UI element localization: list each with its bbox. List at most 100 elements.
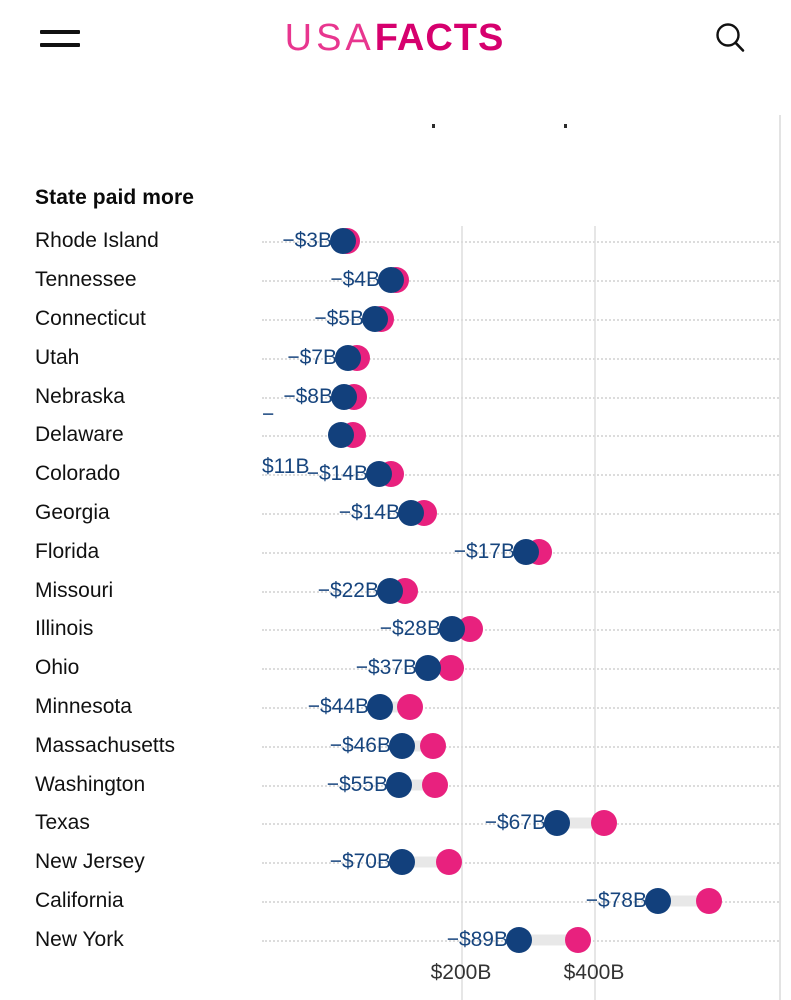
chart-container: State paid more Rhode Island −$3B Tennesse… bbox=[0, 76, 791, 1000]
row-dotted-guide bbox=[262, 900, 779, 903]
chart-row[interactable]: Texas −$67B bbox=[0, 804, 791, 843]
row-dotted-guide bbox=[262, 241, 779, 244]
value-label: −$17B bbox=[453, 539, 515, 563]
value-label: −$28B bbox=[379, 617, 441, 641]
connector-bar bbox=[402, 740, 433, 752]
row-plot: − $11B bbox=[0, 403, 791, 478]
spending-dot[interactable] bbox=[436, 849, 462, 876]
state-label: New Jersey bbox=[35, 850, 145, 874]
taxes-dot[interactable] bbox=[386, 771, 412, 798]
hamburger-bar bbox=[40, 42, 80, 47]
chart-row[interactable]: Georgia −$14B bbox=[0, 494, 791, 533]
spending-dot[interactable] bbox=[420, 732, 446, 759]
taxes-dot[interactable] bbox=[544, 810, 570, 837]
site-header: USAFACTS bbox=[0, 0, 791, 76]
value-label: −$89B bbox=[446, 927, 508, 951]
spending-dot[interactable] bbox=[565, 926, 591, 953]
chart-row[interactable]: Nebraska −$8B bbox=[0, 377, 791, 416]
section-title: State paid more bbox=[35, 186, 195, 209]
taxes-dot[interactable] bbox=[335, 344, 361, 371]
chart-row[interactable]: Florida −$17B bbox=[0, 532, 791, 571]
chart-row[interactable]: Delaware − $11B bbox=[0, 403, 791, 478]
logo-text-usa: USA bbox=[284, 16, 375, 59]
spending-dot[interactable] bbox=[438, 655, 464, 682]
chart-right-border bbox=[779, 115, 781, 1000]
state-label: Texas bbox=[35, 811, 90, 835]
state-label: Massachusetts bbox=[35, 733, 176, 757]
taxes-dot[interactable] bbox=[506, 926, 532, 953]
spending-dot[interactable] bbox=[422, 771, 448, 798]
state-label: Ohio bbox=[35, 656, 80, 680]
chart-row[interactable]: California −$78B bbox=[0, 882, 791, 921]
taxes-dot[interactable] bbox=[367, 693, 393, 720]
value-label: −$70B bbox=[329, 850, 391, 874]
connector-bar bbox=[402, 856, 449, 868]
chart-row[interactable]: Minnesota −$44B bbox=[0, 688, 791, 727]
taxes-dot[interactable] bbox=[389, 849, 415, 876]
spending-dot[interactable] bbox=[696, 887, 722, 914]
row-dotted-guide bbox=[262, 435, 779, 438]
value-label: − $11B bbox=[262, 402, 310, 478]
row-plot: −$44B bbox=[0, 688, 791, 727]
taxes-dot[interactable] bbox=[645, 887, 671, 914]
taxes-dot[interactable] bbox=[377, 577, 403, 604]
value-label: −$44B bbox=[307, 694, 369, 718]
row-dotted-guide bbox=[262, 280, 779, 283]
taxes-dot[interactable] bbox=[513, 538, 539, 565]
chart-row[interactable]: Ohio −$37B bbox=[0, 649, 791, 688]
chart-row[interactable]: Utah −$7B bbox=[0, 338, 791, 377]
chart-row[interactable]: Tennessee −$4B bbox=[0, 261, 791, 300]
row-plot: −$55B bbox=[0, 765, 791, 804]
taxes-dot[interactable] bbox=[389, 732, 415, 759]
chart-row[interactable]: Connecticut −$5B bbox=[0, 300, 791, 339]
state-label: Rhode Island bbox=[35, 229, 159, 253]
row-plot: −$37B bbox=[0, 649, 791, 688]
connector-bar bbox=[557, 817, 604, 829]
search-icon[interactable] bbox=[709, 17, 751, 59]
row-plot: −$78B bbox=[0, 882, 791, 921]
connector-bar bbox=[399, 779, 435, 791]
chart-row[interactable]: New York −$89B bbox=[0, 920, 791, 959]
hamburger-menu-icon[interactable] bbox=[40, 25, 80, 51]
row-dotted-guide bbox=[262, 629, 779, 632]
usafacts-logo[interactable]: USAFACTS bbox=[285, 17, 505, 60]
taxes-dot[interactable] bbox=[398, 499, 424, 526]
gridline-400B bbox=[594, 226, 596, 1000]
value-label: −$14B bbox=[338, 500, 400, 524]
chart-row[interactable]: Colorado −$14B bbox=[0, 455, 791, 494]
taxes-dot[interactable] bbox=[362, 305, 388, 332]
taxes-dot[interactable] bbox=[331, 383, 357, 410]
clipped-label-mark bbox=[564, 124, 567, 128]
chart-row[interactable]: Illinois −$28B bbox=[0, 610, 791, 649]
value-label: −$8B bbox=[283, 384, 333, 408]
taxes-dot[interactable] bbox=[366, 461, 392, 488]
x-axis: $200B $400B bbox=[0, 961, 791, 1000]
chart-row[interactable]: Rhode Island −$3B bbox=[0, 222, 791, 261]
spending-dot[interactable] bbox=[591, 810, 617, 837]
axis-tick-label: $400B bbox=[563, 961, 625, 984]
chart-row[interactable]: Massachusetts −$46B bbox=[0, 726, 791, 765]
row-dotted-guide bbox=[262, 318, 779, 321]
state-label: Delaware bbox=[35, 423, 124, 447]
taxes-dot[interactable] bbox=[415, 655, 441, 682]
row-plot: −$4B bbox=[0, 261, 791, 300]
row-plot: −$17B bbox=[0, 532, 791, 571]
value-label: −$7B bbox=[287, 345, 337, 369]
row-dotted-guide bbox=[262, 745, 779, 748]
taxes-dot[interactable] bbox=[330, 228, 356, 255]
taxes-dot[interactable] bbox=[439, 616, 465, 643]
spending-dot[interactable] bbox=[397, 693, 423, 720]
row-plot: −$22B bbox=[0, 571, 791, 610]
row-dotted-guide bbox=[262, 512, 779, 515]
state-label: New York bbox=[35, 927, 124, 951]
row-dotted-guide bbox=[262, 823, 779, 826]
value-label: −$4B bbox=[330, 268, 380, 292]
chart-row[interactable]: Washington −$55B bbox=[0, 765, 791, 804]
taxes-dot[interactable] bbox=[328, 422, 354, 449]
state-label: Nebraska bbox=[35, 384, 125, 408]
chart-row[interactable]: Missouri −$22B bbox=[0, 571, 791, 610]
chart-row[interactable]: New Jersey −$70B bbox=[0, 843, 791, 882]
state-label: Connecticut bbox=[35, 306, 146, 330]
taxes-dot[interactable] bbox=[378, 267, 404, 294]
axis-tick-label: $200B bbox=[430, 961, 492, 984]
